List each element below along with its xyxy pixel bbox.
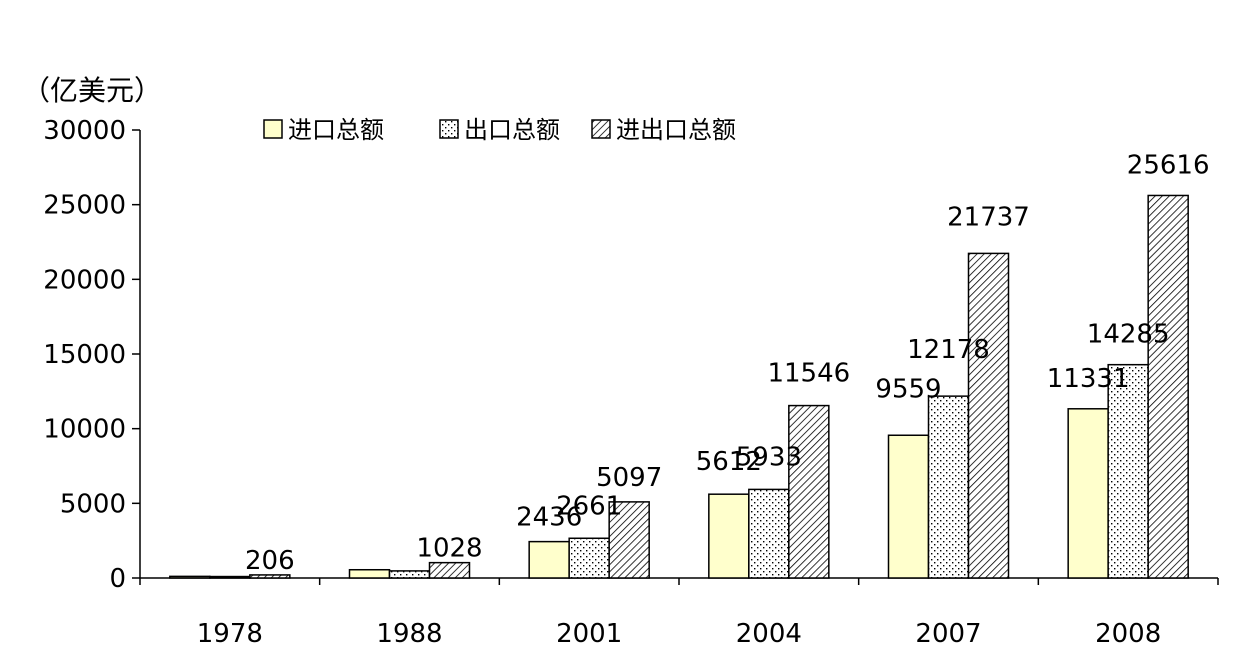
bar (568, 537, 610, 579)
x-tick-label: 2007 (915, 619, 981, 649)
bar (927, 395, 970, 579)
x-tick-label: 2008 (1095, 619, 1161, 649)
y-tick-label: 15000 (43, 340, 126, 370)
legend-label: 出口总额 (464, 116, 560, 144)
data-label: 25616 (1127, 150, 1210, 180)
legend: 进口总额 出口总额 进出口总额 (263, 116, 736, 144)
data-label: 1028 (416, 534, 482, 564)
bar (249, 574, 291, 579)
data-label: 206 (245, 546, 295, 576)
bar (209, 575, 251, 579)
bar (348, 568, 391, 579)
data-label: 2436 (516, 503, 582, 533)
data-label: 11546 (767, 359, 850, 389)
bar (428, 561, 471, 579)
bar (1107, 363, 1149, 579)
legend-swatch (591, 119, 611, 139)
y-tick-label: 0 (109, 564, 126, 594)
x-axis: 1978 1988 2001 2004 2007 2008 (139, 577, 1219, 649)
y-axis: 0 5000 10000 15000 20000 25000 30000 (43, 116, 141, 594)
x-tick-label: 1988 (376, 619, 442, 649)
x-tick-label: 2004 (736, 619, 802, 649)
data-label: 11331 (1047, 364, 1130, 394)
bar (1067, 408, 1109, 579)
bar (708, 493, 750, 579)
y-tick-label: 20000 (43, 265, 126, 295)
bar (887, 434, 930, 579)
bar (388, 570, 431, 579)
y-tick-label: 10000 (43, 415, 126, 445)
bar (608, 501, 650, 579)
bar (1147, 194, 1189, 579)
bars (169, 194, 1189, 579)
legend-swatch (439, 119, 459, 139)
x-tick-label: 1978 (197, 619, 263, 649)
data-label: 5933 (736, 442, 802, 472)
bar (169, 575, 211, 579)
bar (528, 540, 570, 579)
legend-swatch (263, 119, 283, 139)
data-label: 21737 (947, 202, 1030, 232)
legend-label: 进口总额 (288, 116, 384, 144)
y-axis-unit: （亿美元） (22, 74, 162, 107)
y-tick-label: 5000 (60, 489, 126, 519)
legend-label: 进出口总额 (616, 116, 736, 144)
data-labels: 2436 5612 9559 11331 2661 5933 12178 14285 206 10… (245, 150, 1210, 575)
y-tick-label: 30000 (43, 116, 126, 146)
data-label: 14285 (1087, 320, 1170, 350)
data-label: 12178 (907, 335, 990, 365)
data-label: 5097 (596, 463, 662, 493)
data-label: 2661 (556, 491, 622, 521)
data-label: 9559 (875, 374, 941, 404)
x-tick-label: 2001 (556, 619, 622, 649)
data-label: 5612 (696, 447, 762, 477)
bar (748, 488, 790, 579)
y-tick-label: 25000 (43, 191, 126, 221)
bar (788, 404, 830, 579)
bar (967, 252, 1010, 579)
